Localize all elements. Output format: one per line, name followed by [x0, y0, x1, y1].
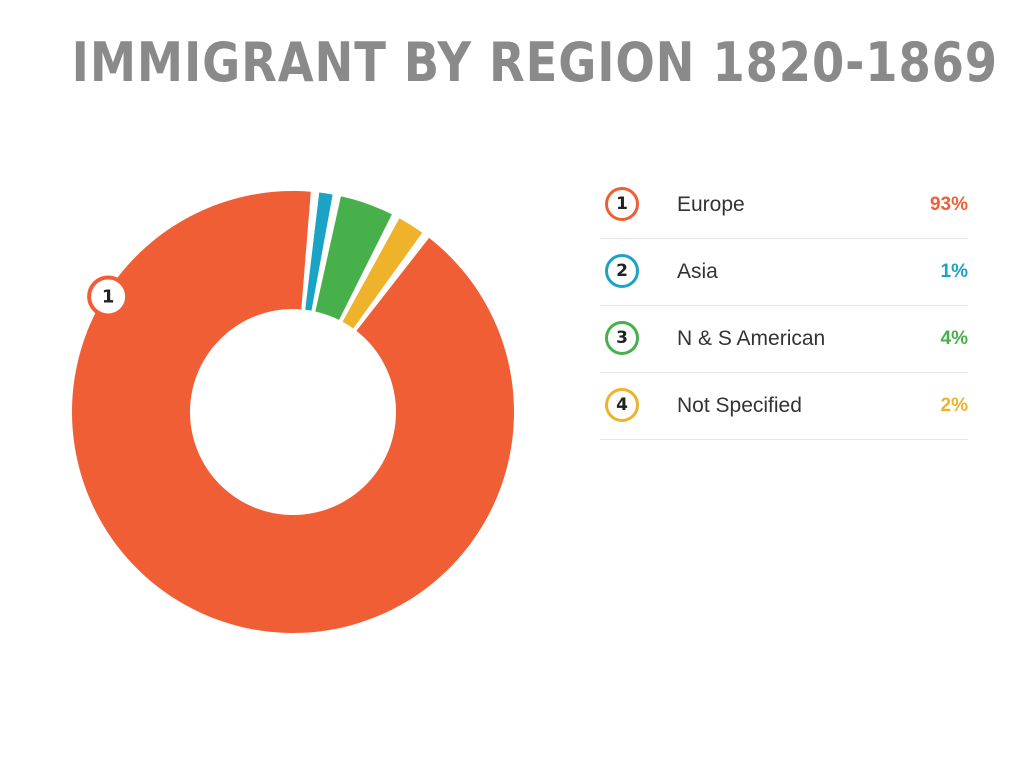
legend-item-europe: 1 Europe 93%: [600, 172, 968, 239]
slice-marker-label: 1: [102, 286, 115, 307]
legend-marker-3: 3: [605, 321, 639, 355]
legend-value-americas: 4%: [940, 328, 968, 349]
legend-value-not-specified: 2%: [940, 395, 968, 416]
legend-item-americas: 3 N & S American 4%: [600, 306, 968, 373]
slice-europe: [72, 190, 514, 634]
legend-label-asia: Asia: [677, 260, 718, 283]
legend-item-asia: 2 Asia 1%: [600, 239, 968, 306]
legend-label-europe: Europe: [677, 193, 745, 216]
legend-label-americas: N & S American: [677, 327, 826, 350]
legend-label-not-specified: Not Specified: [677, 394, 802, 417]
legend-value-europe: 93%: [929, 194, 968, 215]
slice-americas: [315, 196, 392, 320]
slice-marker-1: 1: [87, 275, 130, 318]
legend-item-not-specified: 4 Not Specified 2%: [600, 373, 968, 440]
legend: 1 Europe 93% 2 Asia 1% 3 N & S American …: [600, 172, 968, 440]
legend-marker-2: 2: [605, 254, 639, 288]
chart-title: IMMIGRANT BY REGION 1820-1869: [71, 31, 998, 94]
slice-not-specified: [342, 218, 423, 329]
slice-asia: [305, 192, 333, 311]
legend-value-asia: 1%: [940, 261, 968, 282]
legend-marker-4: 4: [605, 388, 639, 422]
legend-marker-1: 1: [605, 187, 639, 221]
